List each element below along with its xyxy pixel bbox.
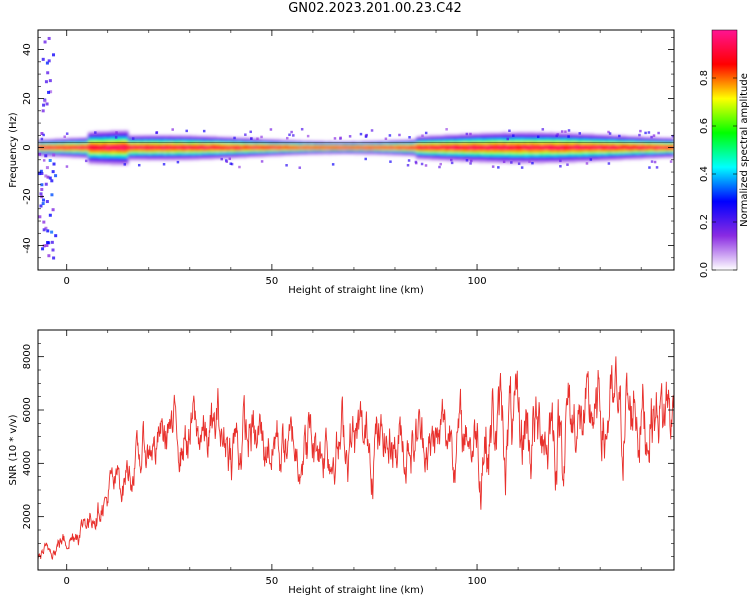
spectrogram-y-tick-label: 0: [22, 144, 33, 150]
snr-y-tick-label: 4000: [22, 451, 33, 476]
spectrogram-x-axis-label: Height of straight line (km): [288, 285, 424, 296]
spectrogram-noise: [38, 36, 674, 260]
spectrogram-ticks: 0 50 100 40 20 0 -20 -40: [22, 30, 674, 287]
colorbar-label: Normalized spectral amplitude: [739, 73, 750, 227]
spectrogram-x-tick-label: 0: [64, 276, 70, 287]
spectrogram-panel: 0 50 100 40 20 0 -20 -40 Height of straight lin…: [8, 29, 675, 296]
snr-y-tick-label: 6000: [22, 397, 33, 422]
spectrogram-y-tick-label: 20: [22, 92, 33, 105]
spectrogram-y-tick-label: -40: [22, 237, 33, 253]
snr-y-tick-label: 8000: [22, 344, 33, 369]
colorbar-tick-label: 0.8: [699, 70, 710, 86]
spectrogram-x-tick-label: 100: [467, 276, 486, 287]
spectrogram-x-tick-label: 50: [266, 276, 279, 287]
spectrogram-frame: [37, 29, 675, 271]
snr-x-tick-label: 0: [64, 576, 70, 587]
colorbar-tick-label: 0.2: [699, 214, 710, 230]
snr-x-axis-label: Height of straight line (km): [288, 585, 424, 596]
spectrogram-y-axis-label: Frequency (Hz): [8, 112, 19, 188]
spectrogram-y-tick-label: -20: [22, 188, 33, 204]
colorbar: 0.0 0.2 0.4 0.6 0.8 Normalized spectral ampl…: [699, 29, 750, 278]
snr-y-tick-label: 2000: [22, 504, 33, 529]
snr-background: [38, 330, 674, 570]
snr-series-line: [38, 356, 674, 560]
figure-title: GN02.2023.201.00.23.C42: [288, 1, 462, 16]
snr-panel: 0 50 100 2000 4000 6000 8000 Height of straigh…: [8, 329, 675, 596]
colorbar-frame: [711, 29, 738, 271]
snr-x-tick-label: 100: [467, 576, 486, 587]
spectrogram-band: [38, 130, 674, 166]
spectrogram-heatmap: [38, 36, 674, 260]
colorbar-tick-label: 0.6: [699, 118, 710, 134]
colorbar-tick-label: 0.0: [699, 262, 710, 278]
snr-x-tick-label: 50: [266, 576, 279, 587]
colorbar-ticks: 0.0 0.2 0.4 0.6 0.8: [699, 70, 737, 278]
colorbar-tick-label: 0.4: [699, 166, 710, 182]
snr-ticks: 0 50 100 2000 4000 6000 8000: [22, 329, 674, 587]
spectrogram-y-tick-label: 40: [22, 43, 33, 56]
colorbar-gradient: [712, 30, 737, 270]
snr-y-axis-label: SNR (10 * v/v): [8, 414, 19, 485]
